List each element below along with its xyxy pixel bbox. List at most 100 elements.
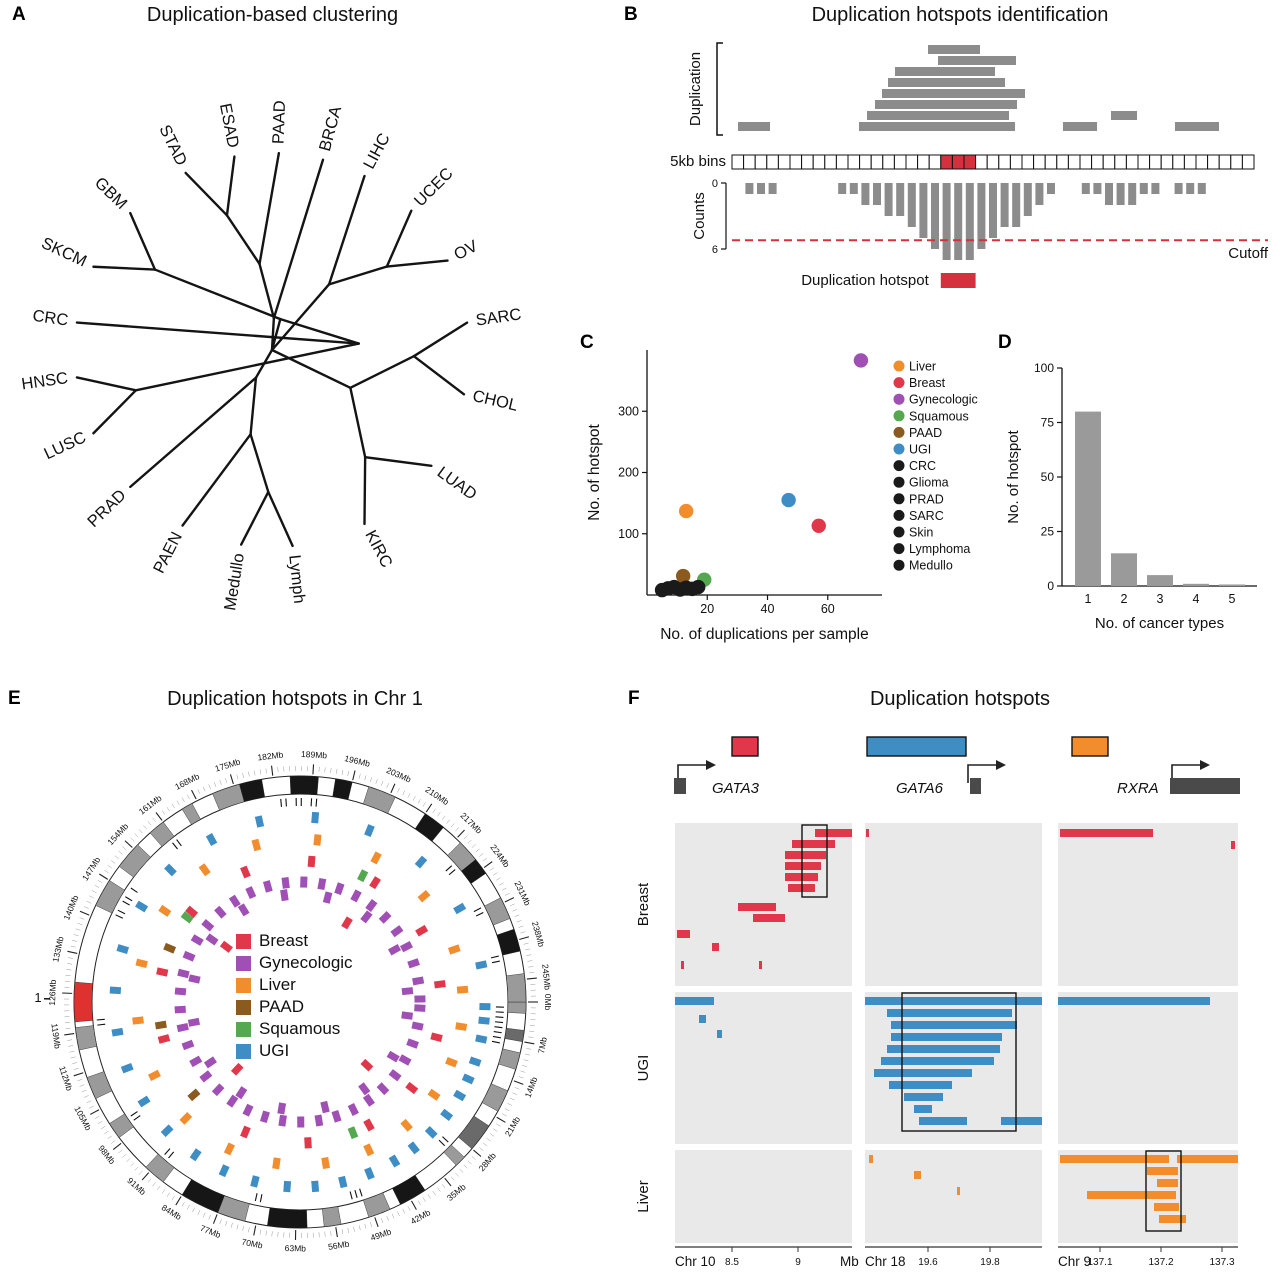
- minor-tick: [330, 1230, 332, 1236]
- density-tick: [495, 1016, 504, 1018]
- dendrogram-branch: [249, 376, 258, 436]
- minor-tick: [265, 1230, 267, 1236]
- scatter-point-Breast: [811, 518, 826, 533]
- bin: [986, 154, 1000, 170]
- hotspot-mark-UGI: [440, 1108, 454, 1121]
- bin: [1079, 154, 1093, 170]
- counts-bar: [919, 183, 928, 238]
- minor-tick: [104, 869, 109, 874]
- hotspot-mark-UGI: [116, 944, 130, 954]
- major-tick: [64, 1032, 75, 1036]
- hotspot-mark-Gynecologic: [378, 911, 392, 924]
- facet-panel: [675, 1150, 852, 1243]
- hotspot-mark-Liver: [427, 1088, 441, 1101]
- legend-swatch-Liver: [893, 360, 905, 372]
- counts-bar: [873, 183, 881, 205]
- hotspot-mark-UGI: [189, 1148, 202, 1162]
- tss-arrowhead: [1200, 760, 1210, 770]
- minor-tick: [463, 835, 468, 840]
- hotspot-outline: [901, 992, 1017, 1132]
- major-tick: [335, 1227, 338, 1238]
- hotspot-mark-Gynecologic: [228, 894, 241, 908]
- hotspot-mark-Gynecologic: [277, 1102, 287, 1115]
- legend-label: Squamous: [259, 1019, 341, 1038]
- counts-bar: [1197, 183, 1206, 194]
- hotspot-mark-Liver: [135, 958, 148, 969]
- panel-f-title: Duplication hotspots: [869, 688, 1051, 710]
- hotspot-mark-UGI: [424, 1126, 438, 1139]
- minor-tick: [130, 1162, 135, 1167]
- minor-tick: [225, 778, 228, 783]
- minor-tick: [94, 885, 100, 888]
- mb-tick-label: 63Mb: [285, 1243, 307, 1253]
- hotspot-mark-Breast: [341, 916, 353, 930]
- duplication-bar: [1087, 1191, 1176, 1199]
- cluster-leaf-label: ESAD: [216, 102, 242, 150]
- density-tick: [96, 1018, 105, 1021]
- minor-tick: [522, 1065, 528, 1067]
- hotspot-mark-UGI: [461, 1073, 475, 1085]
- hotspot-mark-Liver: [456, 985, 469, 994]
- hotspot-mark-Gynecologic: [226, 1094, 239, 1108]
- hotspot-mark-UGI: [407, 1141, 420, 1155]
- minor-tick: [475, 848, 480, 853]
- minor-tick: [512, 1092, 518, 1095]
- hotspot-mark-Gynecologic: [278, 1114, 287, 1127]
- cluster-leaf-label: PRAD: [84, 486, 130, 531]
- hotspot-mark-Gynecologic: [188, 974, 201, 984]
- mb-tick-label: 91Mb: [125, 1175, 148, 1197]
- minor-tick: [186, 1204, 190, 1210]
- hotspot-mark-Liver: [363, 1143, 375, 1157]
- hotspot-mark-UGI: [164, 863, 177, 877]
- minor-tick: [181, 797, 185, 803]
- hotspot-mark-UGI: [111, 1027, 124, 1037]
- minor-tick: [81, 1089, 87, 1093]
- minor-tick: [407, 793, 411, 798]
- counts-tick-label: 0: [712, 178, 718, 190]
- hotspot-mark-Gynecologic: [376, 1082, 390, 1096]
- mb-tick-label: 189Mb: [301, 749, 328, 760]
- minor-tick: [486, 1138, 491, 1142]
- gene-name: GATA6: [896, 780, 944, 797]
- cytoband: [506, 973, 527, 1003]
- bin: [801, 154, 814, 170]
- minor-tick: [375, 778, 378, 784]
- counts-bar: [1128, 183, 1137, 205]
- major-tick: [473, 1149, 482, 1157]
- cluster-leaf-label: HNSC: [20, 369, 69, 393]
- duplication-bar: [717, 1030, 722, 1038]
- minor-tick: [512, 909, 518, 912]
- y-tick-label: 200: [618, 466, 639, 480]
- duplication-segment: [1111, 111, 1137, 120]
- scatter-canvas: 100 200 300 20 40 60 No. of hotspot No. of dupl…: [586, 350, 978, 643]
- dendrogram-branch: [327, 174, 366, 286]
- major-tick: [457, 829, 465, 838]
- duplication-bar: [869, 1155, 873, 1163]
- minor-tick: [455, 1172, 459, 1177]
- dendrogram-branch: [412, 354, 466, 396]
- cluster-leaf-label: Medullo: [221, 552, 248, 612]
- minor-tick: [407, 1206, 411, 1211]
- bin: [928, 154, 942, 170]
- bin: [789, 154, 803, 170]
- y-axis-label: No. of hotspot: [586, 424, 603, 521]
- cluster-leaf-label: LIHC: [360, 130, 394, 172]
- bin: [975, 154, 988, 170]
- hotspot-mark-Gynecologic: [322, 891, 333, 904]
- hotspot-mark-Liver: [179, 1111, 193, 1125]
- minor-tick: [192, 1207, 195, 1213]
- legend-item-label: Lymphoma: [909, 542, 970, 556]
- duplication-axis-label: Duplication: [687, 52, 704, 126]
- density-tick: [176, 839, 182, 847]
- cytoband: [322, 1206, 342, 1227]
- bin: [905, 154, 919, 170]
- hotspot-mark-Breast: [363, 1118, 375, 1132]
- legend-item-label: Gynecologic: [909, 393, 978, 407]
- mb-tick-label: 98Mb: [96, 1143, 117, 1166]
- cytoband: [363, 1192, 391, 1218]
- scatter-point-PAAD: [675, 568, 691, 584]
- mb-tick-label: 0Mb: [543, 994, 553, 1011]
- duplication-bar: [887, 1045, 1000, 1053]
- bin: [998, 154, 1011, 170]
- counts-bar: [1093, 183, 1102, 194]
